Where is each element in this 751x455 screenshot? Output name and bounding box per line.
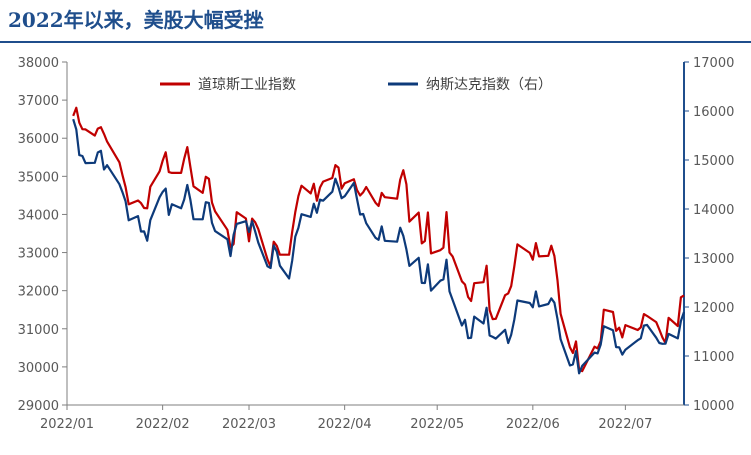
right-axis-tick-label: 13000	[693, 252, 734, 267]
left-axis-tick-label: 30000	[18, 361, 59, 376]
x-axis-tick-label: 2022/06	[506, 417, 560, 432]
left-y-axis: 29000 30000 31000 32000 33000 34000 35000 36000…	[18, 56, 68, 414]
page-title: 2022年以来，美股大幅受挫	[8, 8, 264, 32]
right-axis-tick-label: 11000	[693, 350, 734, 365]
x-axis-tick-label: 2022/02	[136, 417, 190, 432]
left-axis-tick-label: 31000	[18, 323, 59, 338]
x-axis-tick-label: 2022/03	[222, 417, 276, 432]
right-axis-tick-label: 17000	[693, 56, 734, 71]
x-axis-tick-label: 2022/01	[40, 417, 94, 432]
right-axis-tick-label: 12000	[693, 301, 734, 316]
legend-label-nasdaq: 纳斯达克指数（右）	[426, 77, 552, 93]
left-axis-tick-label: 37000	[18, 94, 59, 109]
left-axis-tick-label: 33000	[18, 247, 59, 262]
x-axis-tick-label: 2022/05	[410, 417, 464, 432]
x-axis-tick-label: 2022/04	[318, 417, 372, 432]
left-axis-tick-label: 29000	[18, 399, 59, 414]
right-axis-tick-label: 15000	[693, 154, 734, 169]
left-axis-tick-label: 35000	[18, 170, 59, 185]
legend: 道琼斯工业指数 纳斯达克指数（右）	[160, 77, 552, 93]
right-axis-tick-label: 10000	[693, 399, 734, 414]
right-axis-tick-label: 16000	[693, 105, 734, 120]
left-axis-tick-label: 36000	[18, 132, 59, 147]
right-y-axis: 10000 11000 12000 13000 14000 15000 16000 17000	[683, 56, 734, 414]
right-axis-tick-label: 14000	[693, 203, 734, 218]
series-line-nasdaq	[72, 118, 686, 375]
series-layer	[72, 106, 686, 375]
x-axis-tick-label: 2022/07	[598, 417, 652, 432]
left-axis-tick-label: 32000	[18, 285, 59, 300]
title-underline	[0, 41, 751, 43]
legend-label-dow: 道琼斯工业指数	[198, 77, 296, 93]
x-axis: 2022/01 2022/02 2022/03 2022/04 2022/05 2022/…	[40, 404, 684, 432]
left-axis-tick-label: 38000	[18, 56, 59, 71]
left-axis-tick-label: 34000	[18, 208, 59, 223]
